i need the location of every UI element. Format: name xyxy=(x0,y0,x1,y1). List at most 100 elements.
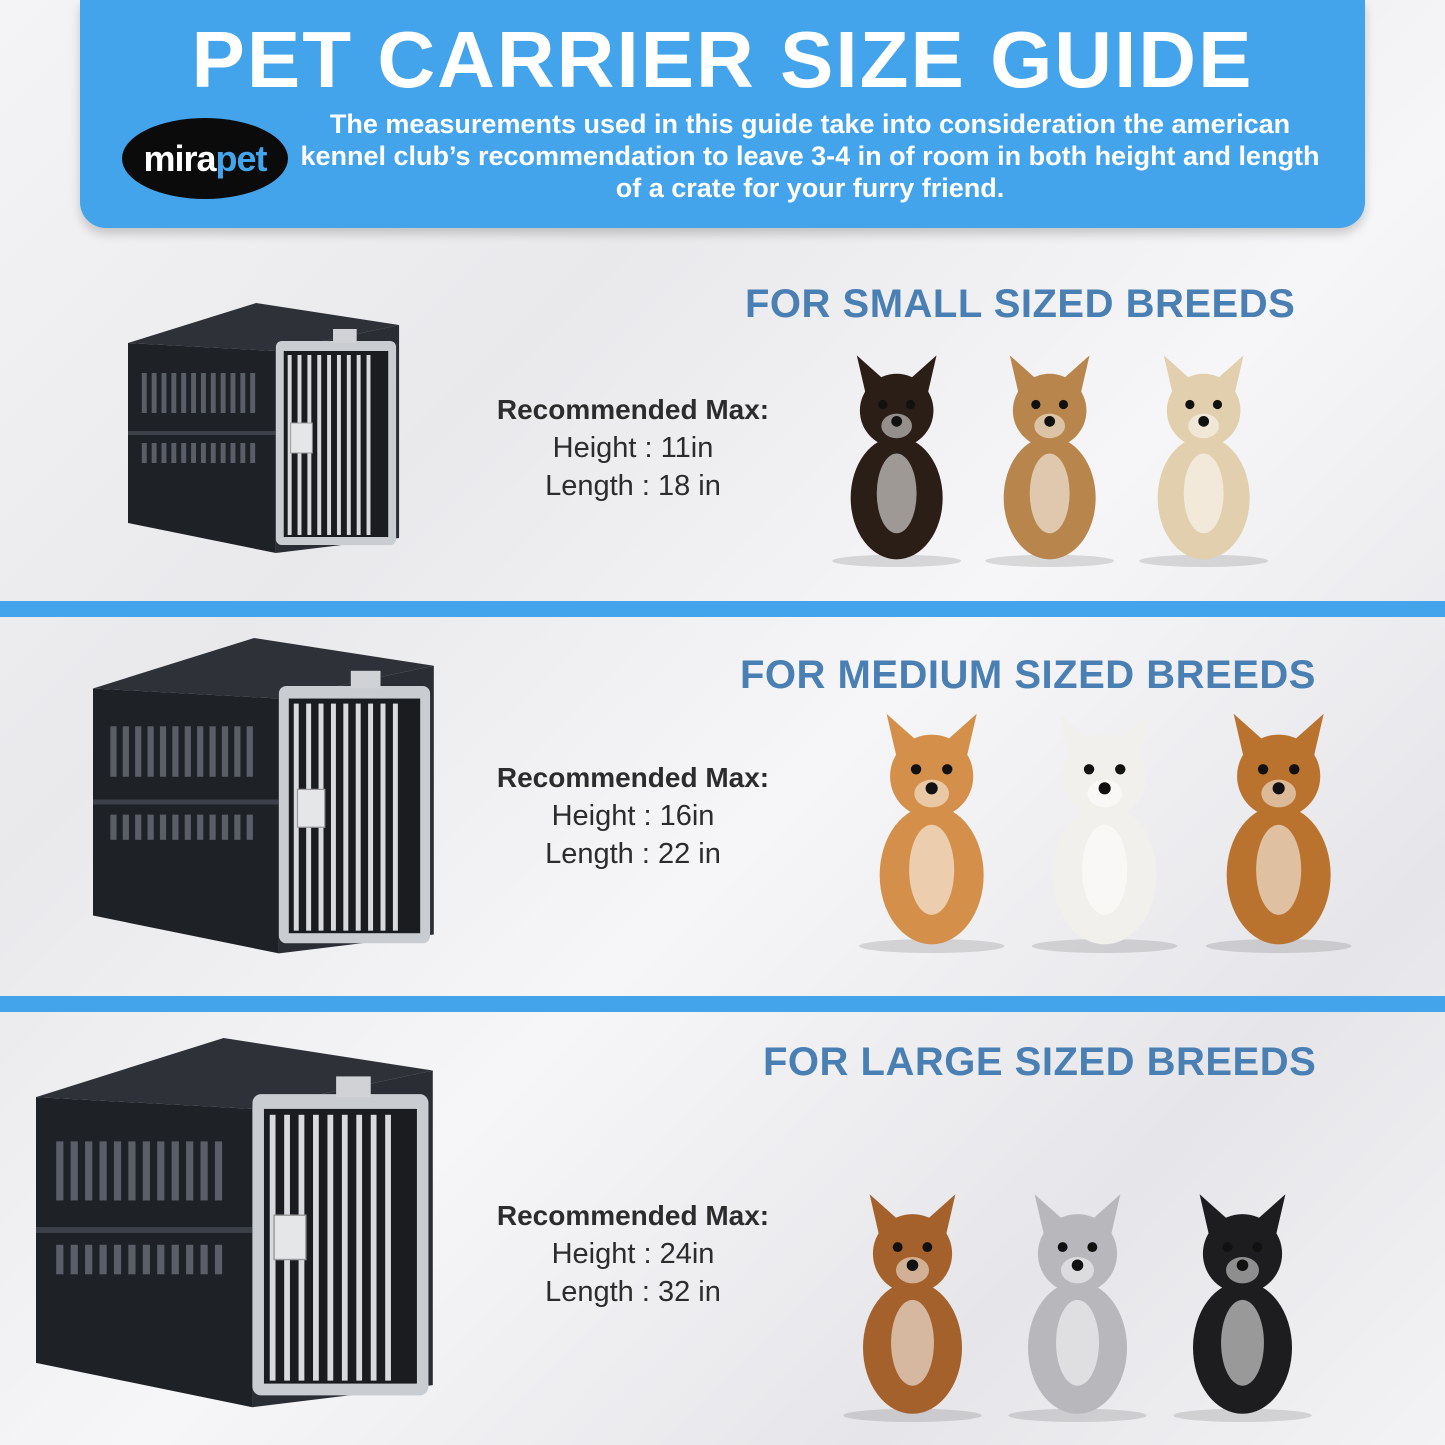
dog-ear xyxy=(1010,355,1038,396)
dog-ear xyxy=(1062,355,1090,396)
dog-photo xyxy=(1160,1100,1325,1422)
vent-slot xyxy=(135,814,142,840)
vent-slot xyxy=(110,726,117,777)
vent-slot xyxy=(186,1141,194,1201)
height-value: Height : 11in xyxy=(552,432,714,464)
vent-slot xyxy=(99,1244,107,1275)
dog-chest xyxy=(1082,824,1128,915)
dog-ear xyxy=(908,355,937,396)
length-value: Length : 22 in xyxy=(545,838,721,870)
dog-eye xyxy=(1222,1242,1233,1253)
vent-slot xyxy=(250,443,256,463)
vent-slot xyxy=(240,443,246,463)
door-bar xyxy=(327,1114,334,1381)
door-bar xyxy=(370,1114,377,1381)
vent-slot xyxy=(240,373,246,413)
vent-slot xyxy=(161,373,167,413)
dog-eye xyxy=(1288,764,1300,775)
dog-nose xyxy=(1044,415,1056,427)
dog-head xyxy=(1166,373,1241,448)
handle xyxy=(336,1076,371,1098)
vent-slot xyxy=(171,1244,179,1275)
door-bar xyxy=(269,1114,276,1381)
dog-nose xyxy=(1236,1259,1249,1272)
vent-slot xyxy=(147,726,154,777)
dog-ear xyxy=(1090,1194,1121,1238)
header-subtitle: The measurements used in this guide take… xyxy=(300,109,1320,203)
vent-slot xyxy=(214,1244,223,1275)
vent-slot xyxy=(147,814,154,840)
crate-lid xyxy=(93,638,434,699)
vent-slot xyxy=(186,1244,194,1275)
dog-head xyxy=(859,373,934,448)
crate-image-large xyxy=(36,1038,440,1422)
door-bar xyxy=(356,355,361,535)
dog-ear xyxy=(1118,713,1151,759)
vent-slot xyxy=(159,814,167,840)
door-bar xyxy=(341,1114,348,1381)
recommended-label: Recommended Max: xyxy=(496,762,770,793)
dog-eye xyxy=(942,764,953,775)
dog-shadow xyxy=(843,1408,982,1422)
vent-slot xyxy=(210,443,216,463)
crate-lid xyxy=(128,303,400,351)
dog-ear xyxy=(886,713,918,759)
dog-eye xyxy=(1184,399,1195,410)
vent-slot xyxy=(122,814,129,840)
door-bar xyxy=(380,703,386,931)
dog-shadow xyxy=(1008,1408,1147,1422)
vent-slot xyxy=(209,814,216,840)
vent-slot xyxy=(157,1244,165,1275)
door-bar xyxy=(293,703,299,931)
door-bar xyxy=(392,703,398,931)
vent-slot xyxy=(157,1141,165,1201)
crate-image-small xyxy=(128,303,404,563)
vent-slot xyxy=(221,814,229,840)
dog-ear xyxy=(856,355,885,396)
dog-nose xyxy=(925,782,938,795)
vent-slot xyxy=(159,726,167,777)
dog-chest xyxy=(1183,453,1224,534)
dog-eye xyxy=(922,1242,933,1253)
recommended-max-large: Recommended Max: Height : 24in Length : … xyxy=(453,1197,813,1311)
vent-slot xyxy=(246,726,253,777)
vent-slot xyxy=(113,1244,122,1275)
vent-slot xyxy=(172,814,179,840)
dog-photo xyxy=(820,345,973,567)
vent-slot xyxy=(181,443,187,463)
dog-ear xyxy=(925,1194,956,1238)
dog-chest xyxy=(876,453,917,534)
vent-slot xyxy=(210,373,216,413)
door-bar xyxy=(313,1114,319,1381)
vent-slot xyxy=(128,1141,136,1201)
dog-nose xyxy=(1197,415,1209,427)
vent-slot xyxy=(220,373,226,413)
section-divider xyxy=(0,996,1445,1012)
logo-text-mira: mira xyxy=(143,137,216,179)
dog-head xyxy=(890,734,974,818)
vent-slot xyxy=(141,443,147,463)
vent-slot xyxy=(171,373,177,413)
door-bar xyxy=(385,1114,391,1381)
section-heading-medium: FOR MEDIUM SIZED BREEDS xyxy=(740,653,1316,697)
door-bar xyxy=(368,703,374,931)
vent-slot xyxy=(85,1141,93,1201)
recommended-label: Recommended Max: xyxy=(496,1200,770,1231)
dog-chest xyxy=(1221,1299,1264,1386)
vent-slot xyxy=(234,726,241,777)
door-bar xyxy=(343,703,349,931)
vent-slot xyxy=(85,1244,93,1275)
dog-head xyxy=(1236,734,1320,818)
header-banner: PET CARRIER SIZE GUIDE mira pet The measu… xyxy=(80,0,1365,228)
vent-slot xyxy=(56,1141,64,1201)
dog-shadow xyxy=(1205,939,1352,953)
dog-shadow xyxy=(858,939,1005,953)
dog-eye xyxy=(1084,764,1095,775)
vent-slot xyxy=(122,726,129,777)
dog-eye xyxy=(1257,764,1268,775)
door-latch xyxy=(296,788,326,828)
vent-slot xyxy=(142,1141,150,1201)
dog-eye xyxy=(905,399,916,410)
dog-eye xyxy=(1252,1242,1263,1253)
height-value: Height : 16in xyxy=(551,800,715,832)
